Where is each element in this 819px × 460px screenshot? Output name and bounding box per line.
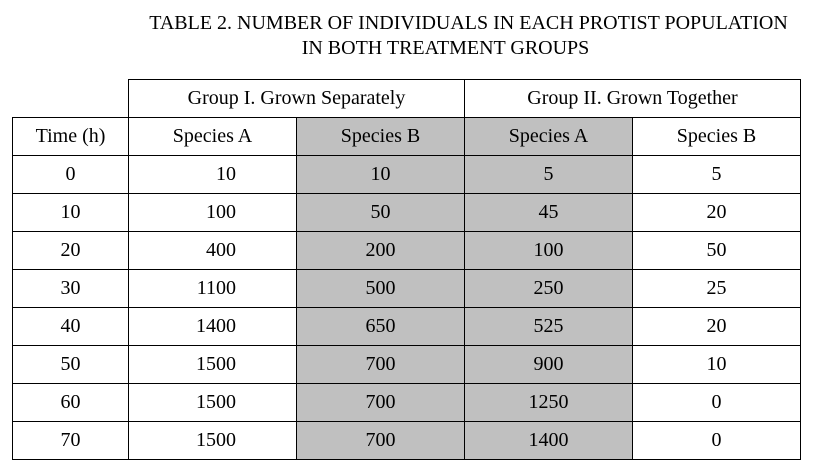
group-2-species-a-header: Species A [464,117,633,156]
time-cell: 40 [12,307,129,346]
group-2-species-a-cell: 250 [464,269,633,308]
group-1-species-a-header: Species A [128,117,297,156]
group-1-species-b-cell: 700 [296,421,465,460]
group-1-species-b-cell: 200 [296,231,465,270]
group-2-species-a-cell: 5 [464,155,633,194]
group-1-species-a-cell: 1500 [128,345,297,384]
time-cell: 10 [12,193,129,232]
group-1-species-a-cell: 100 [128,193,297,232]
group-2-species-a-cell: 525 [464,307,633,346]
time-cell: 60 [12,383,129,422]
table-row: 50 1500 700 900 10 [12,345,801,384]
group-2-species-a-cell: 100 [464,231,633,270]
table-row: 0 10 10 5 5 [12,155,801,194]
group-2-species-a-cell: 1400 [464,421,633,460]
group-2-species-a-cell: 45 [464,193,633,232]
group-1-species-b-cell: 700 [296,345,465,384]
column-header-row: Time (h) Species A Species B Species A S… [12,117,801,156]
table-row: 10 100 50 45 20 [12,193,801,232]
table-body: 0 10 10 5 5 10 100 50 45 20 20 400 200 1… [12,155,801,460]
group-1-species-b-cell: 700 [296,383,465,422]
table-row: 40 1400 650 525 20 [12,307,801,346]
time-cell: 30 [12,269,129,308]
group-1-species-a-cell: 1500 [128,383,297,422]
blank-corner-cell [12,79,129,118]
group-1-species-a-cell: 1100 [128,269,297,308]
group-2-species-b-cell: 20 [632,307,801,346]
time-cell: 0 [12,155,129,194]
group-2-header: Group II. Grown Together [464,79,801,118]
table-row: 60 1500 700 1250 0 [12,383,801,422]
group-1-species-a-cell: 1500 [128,421,297,460]
table-title: TABLE 2. NUMBER OF INDIVIDUALS IN EACH P… [0,11,819,61]
table-row: 30 1100 500 250 25 [12,269,801,308]
table-row: 70 1500 700 1400 0 [12,421,801,460]
time-cell: 50 [12,345,129,384]
group-1-species-b-cell: 10 [296,155,465,194]
group-2-species-b-cell: 5 [632,155,801,194]
group-2-species-b-cell: 20 [632,193,801,232]
table-row: 20 400 200 100 50 [12,231,801,270]
table-title-line-1: TABLE 2. NUMBER OF INDIVIDUALS IN EACH P… [149,12,788,34]
group-2-species-b-cell: 0 [632,421,801,460]
group-1-species-a-cell: 400 [128,231,297,270]
table-title-line-2: IN BOTH TREATMENT GROUPS [301,37,590,59]
time-header: Time (h) [12,117,129,156]
group-2-species-a-cell: 900 [464,345,633,384]
group-1-species-b-header: Species B [296,117,465,156]
group-2-species-b-cell: 50 [632,231,801,270]
group-1-species-b-cell: 650 [296,307,465,346]
group-header-row: Group I. Grown Separately Group II. Grow… [12,79,801,118]
data-table: Group I. Grown Separately Group II. Grow… [12,79,801,460]
group-2-species-b-cell: 10 [632,345,801,384]
group-2-species-b-cell: 25 [632,269,801,308]
group-1-species-b-cell: 50 [296,193,465,232]
group-1-header: Group I. Grown Separately [128,79,465,118]
group-2-species-b-cell: 0 [632,383,801,422]
group-1-species-a-cell: 1400 [128,307,297,346]
group-2-species-b-header: Species B [632,117,801,156]
group-1-species-b-cell: 500 [296,269,465,308]
time-cell: 20 [12,231,129,270]
group-1-species-a-cell: 10 [128,155,297,194]
time-cell: 70 [12,421,129,460]
group-2-species-a-cell: 1250 [464,383,633,422]
